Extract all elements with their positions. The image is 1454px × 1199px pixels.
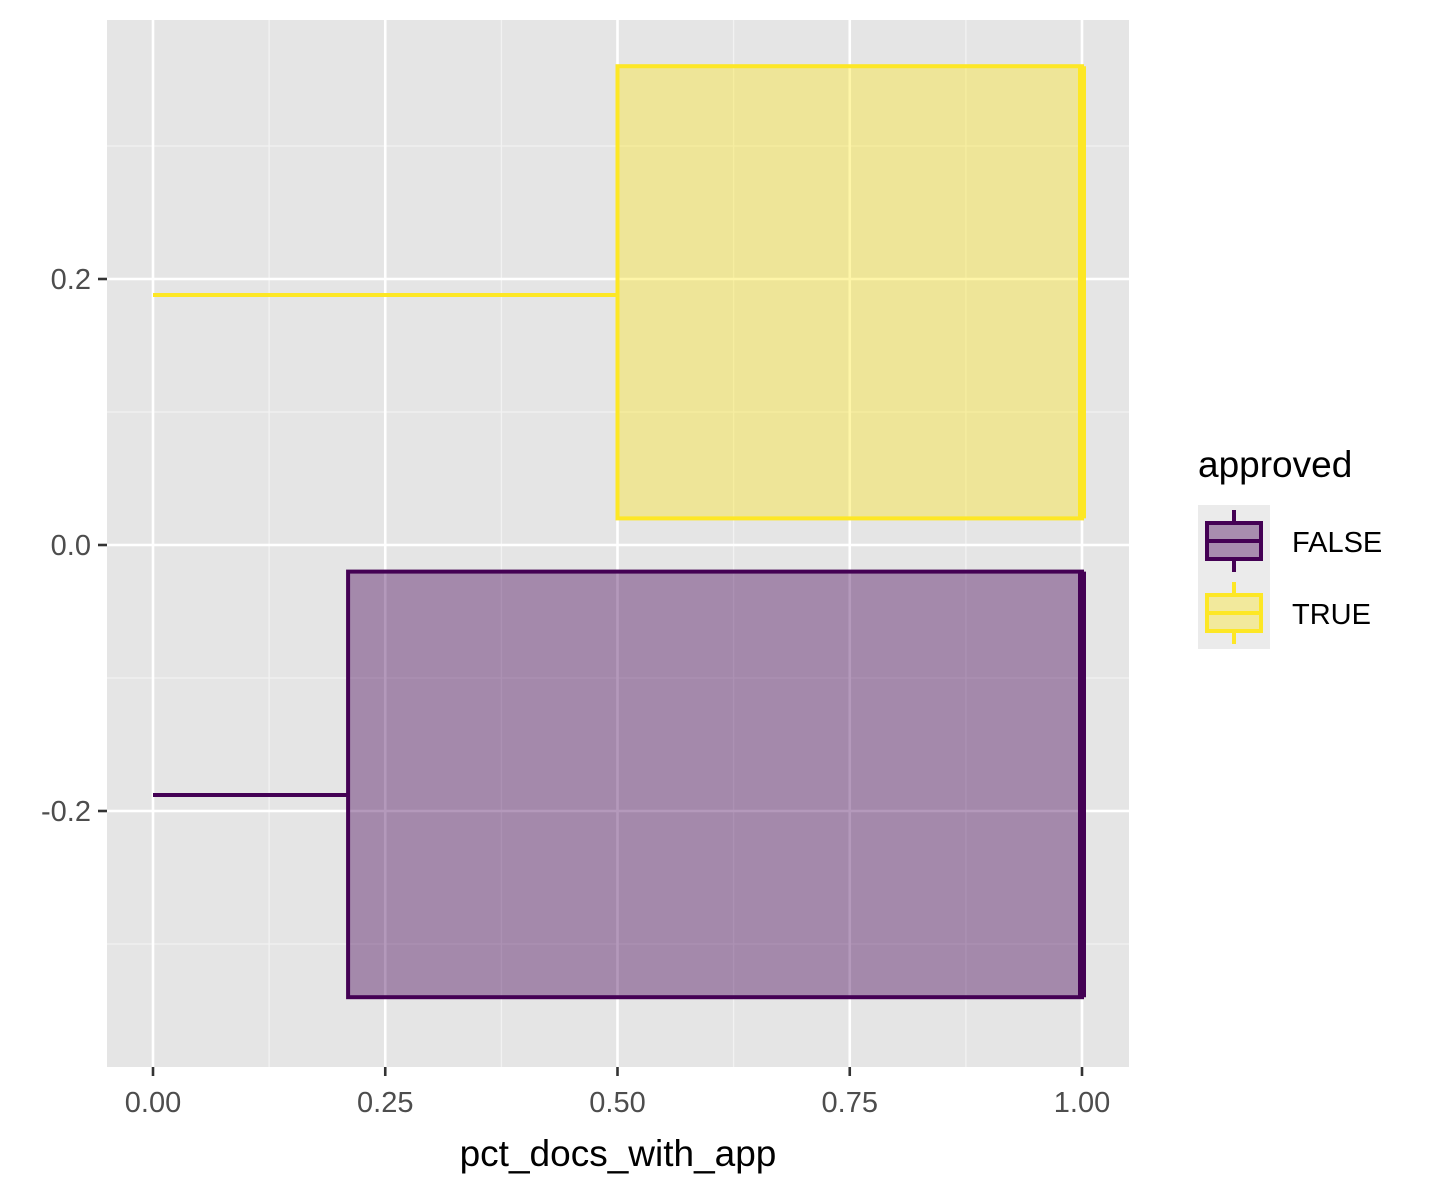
box-false (153, 569, 1086, 1000)
legend: approved FALSE TRUE (1198, 444, 1382, 649)
legend-entry-true: TRUE (1205, 582, 1371, 644)
legend-key-background (1198, 505, 1270, 649)
box-true (153, 64, 1086, 521)
y-tick-label: 0.0 (51, 530, 91, 562)
x-tick-label: 0.50 (589, 1087, 645, 1119)
boxes-layer (153, 64, 1086, 1000)
box-body-true (615, 64, 1084, 521)
x-tick-label: 1.00 (1054, 1087, 1110, 1119)
legend-title: approved (1198, 444, 1352, 485)
x-tick-label: 0.75 (822, 1087, 878, 1119)
legend-entry-false: FALSE (1205, 510, 1382, 572)
y-tick-label: 0.2 (51, 264, 91, 296)
x-axis-title: pct_docs_with_app (460, 1133, 777, 1174)
legend-keys: FALSE TRUE (1205, 510, 1382, 644)
x-tick-label: 0.00 (125, 1087, 181, 1119)
legend-label: TRUE (1292, 599, 1371, 631)
legend-label: FALSE (1292, 527, 1382, 559)
box-body-false (346, 569, 1084, 1000)
x-axis: 0.00 0.25 0.50 0.75 1.00 (125, 1067, 1110, 1119)
x-tick-label: 0.25 (357, 1087, 413, 1119)
y-tick-label: -0.2 (41, 796, 91, 828)
y-axis: -0.2 0.0 0.2 (41, 264, 107, 828)
